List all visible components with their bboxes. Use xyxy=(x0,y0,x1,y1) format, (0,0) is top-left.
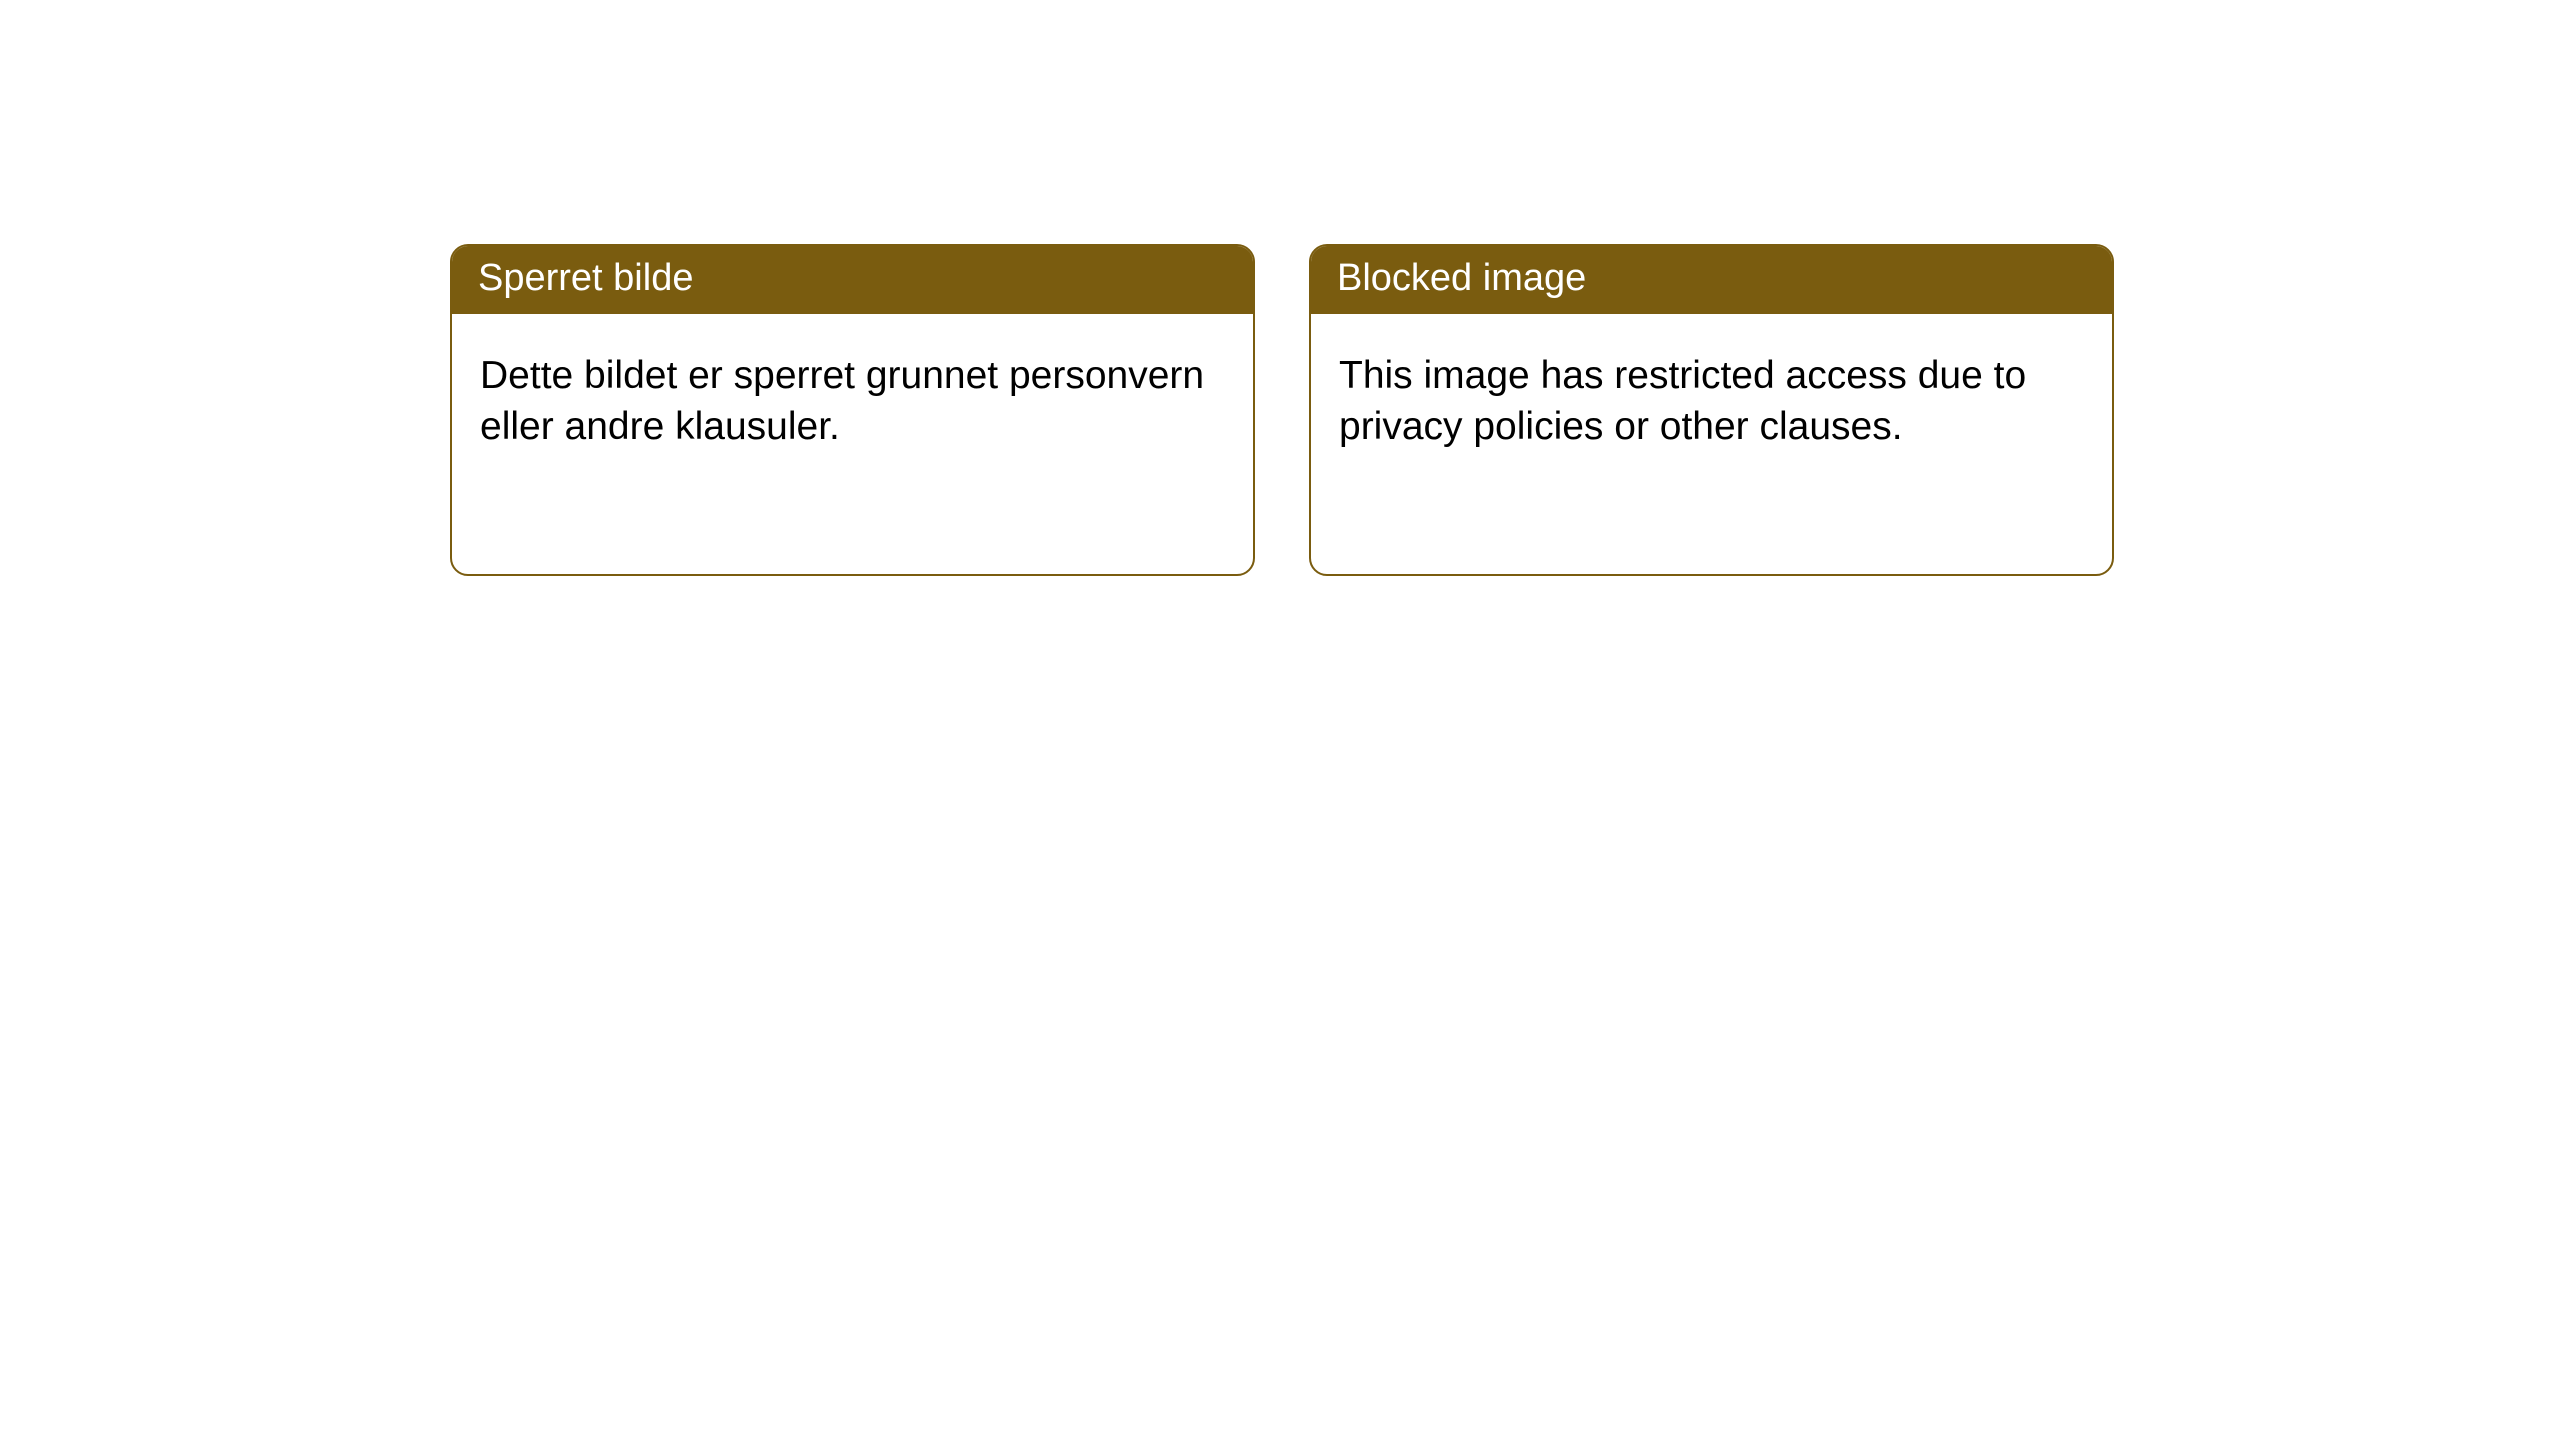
notice-header-english: Blocked image xyxy=(1311,246,2112,314)
notice-card-norwegian: Sperret bilde Dette bildet er sperret gr… xyxy=(450,244,1255,576)
notice-body-english: This image has restricted access due to … xyxy=(1311,314,2112,490)
notice-body-norwegian: Dette bildet er sperret grunnet personve… xyxy=(452,314,1253,490)
notice-container: Sperret bilde Dette bildet er sperret gr… xyxy=(0,0,2560,576)
notice-header-norwegian: Sperret bilde xyxy=(452,246,1253,314)
notice-card-english: Blocked image This image has restricted … xyxy=(1309,244,2114,576)
